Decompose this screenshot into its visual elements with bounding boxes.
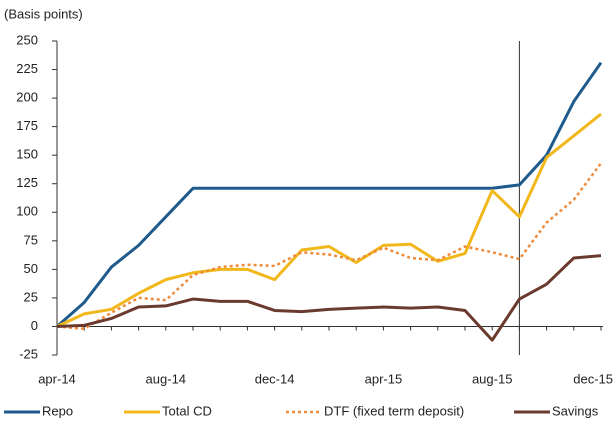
y-tick-label: 25 bbox=[24, 289, 38, 304]
legend-label: Total CD bbox=[162, 403, 212, 418]
y-tick-label: -25 bbox=[19, 346, 38, 361]
x-tick-label: aug-15 bbox=[472, 371, 512, 386]
y-axis-label: (Basis points) bbox=[4, 6, 83, 21]
legend-label: DTF (fixed term deposit) bbox=[324, 403, 464, 418]
x-tick-label: aug-14 bbox=[146, 371, 186, 386]
x-tick-label: apr-15 bbox=[365, 371, 403, 386]
y-tick-label: 100 bbox=[16, 204, 38, 219]
y-tick-label: 250 bbox=[16, 32, 38, 47]
x-tick-label: apr-14 bbox=[38, 371, 76, 386]
legend-label: Repo bbox=[42, 403, 73, 418]
y-tick-label: 225 bbox=[16, 61, 38, 76]
y-tick-label: 200 bbox=[16, 90, 38, 105]
y-tick-label: 0 bbox=[31, 318, 38, 333]
y-tick-label: 150 bbox=[16, 147, 38, 162]
series-line bbox=[56, 61, 603, 328]
series-line bbox=[56, 112, 602, 328]
x-tick-label: dec-14 bbox=[255, 371, 295, 386]
y-tick-label: 175 bbox=[16, 118, 38, 133]
y-tick-label: 125 bbox=[16, 175, 38, 190]
series-line bbox=[56, 162, 603, 330]
series-line bbox=[56, 254, 602, 342]
y-tick-label: 50 bbox=[24, 261, 38, 276]
legend-label: Savings bbox=[552, 403, 599, 418]
y-tick-label: 75 bbox=[24, 232, 38, 247]
x-tick-label: dec-15 bbox=[573, 371, 613, 386]
